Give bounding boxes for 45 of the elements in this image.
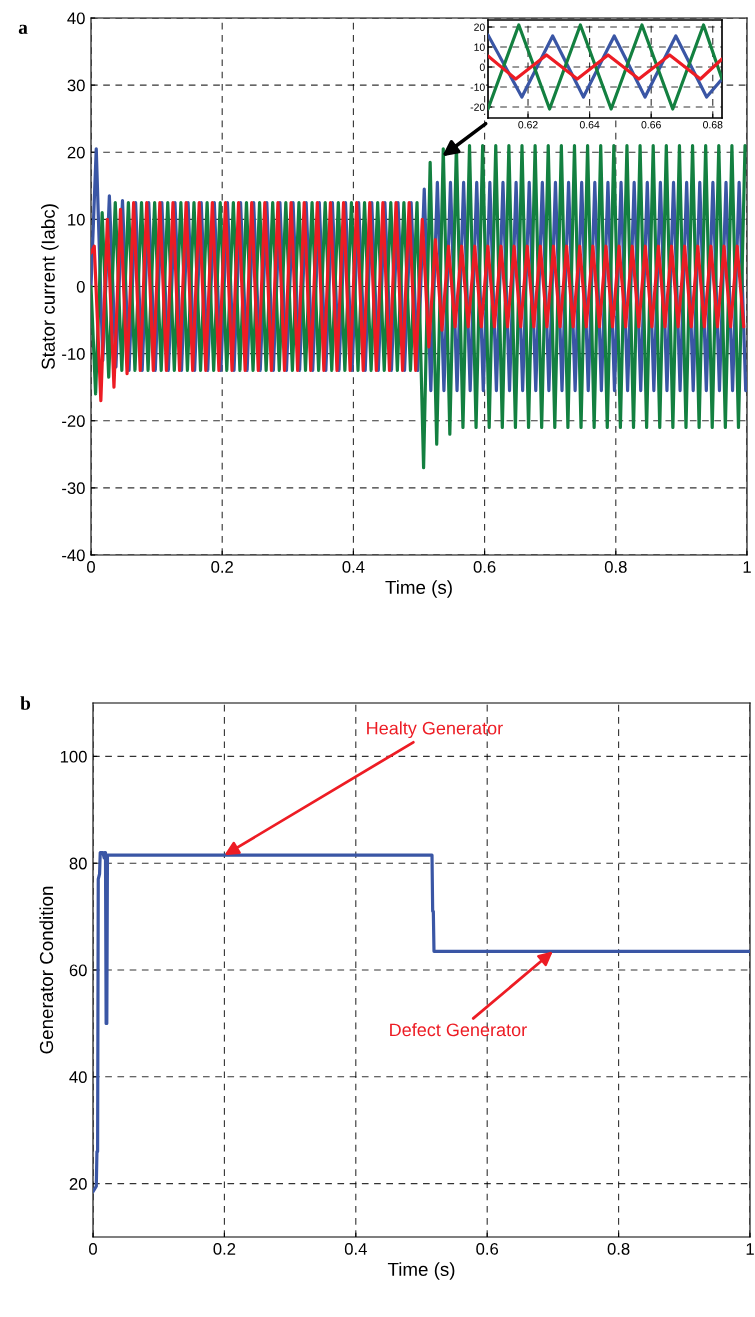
x-tick-label: 0.64 xyxy=(579,121,600,129)
x-tick-label: 1 xyxy=(743,561,751,573)
x-tick-label: 0.8 xyxy=(607,1243,630,1255)
y-tick-label: 20 xyxy=(474,23,485,31)
y-tick-label: 10 xyxy=(68,213,85,226)
x-tick-label: 0.62 xyxy=(518,121,538,129)
y-tick-label: 0 xyxy=(76,280,85,293)
y-tick-label: -20 xyxy=(62,415,85,427)
y-tick-label: 80 xyxy=(69,857,87,870)
chart-title: a xyxy=(18,24,28,35)
x-tick-label: 0.8 xyxy=(604,561,627,573)
y-tick-label: 40 xyxy=(69,1071,87,1083)
x-tick-label: 0 xyxy=(89,1243,97,1255)
y-tick-label: 60 xyxy=(69,964,87,977)
x-tick-label: 0.2 xyxy=(213,1243,236,1255)
y-tick-label: -40 xyxy=(62,549,85,562)
y-axis-title: Stator current (Iabc) xyxy=(41,204,59,369)
y-tick-label: 20 xyxy=(69,1178,87,1190)
y-tick-label: 40 xyxy=(67,12,85,25)
x-tick-label: 0.6 xyxy=(476,1243,499,1255)
y-tick-label: 10 xyxy=(474,43,485,51)
x-tick-label: 0.4 xyxy=(342,561,365,573)
chart-title: b xyxy=(20,696,31,710)
x-tick-label: 0.2 xyxy=(211,561,233,573)
line-series xyxy=(93,850,750,1194)
y-tick-label: 20 xyxy=(67,146,85,159)
y-axis-title: Generator Condition xyxy=(39,886,54,1054)
x-axis-title: Time (s) xyxy=(385,580,452,598)
annotation: Healty Generator xyxy=(367,721,503,739)
y-tick-label: -10 xyxy=(62,348,85,360)
x-tick-label: 0.6 xyxy=(473,561,496,573)
y-tick-label: -20 xyxy=(470,103,485,111)
x-tick-label: 0 xyxy=(87,561,95,573)
x-tick-label: 0.4 xyxy=(344,1243,367,1255)
annotation: Defect Generator xyxy=(390,1023,527,1037)
y-tick-label: -30 xyxy=(62,482,85,495)
x-axis-title: Time (s) xyxy=(387,1262,455,1280)
y-tick-label: 0 xyxy=(479,63,485,71)
y-tick-label: 30 xyxy=(67,79,85,92)
x-tick-label: 0.66 xyxy=(641,121,661,129)
x-tick-label: 1 xyxy=(746,1243,754,1255)
y-tick-label: -10 xyxy=(470,83,485,91)
x-tick-label: 0.68 xyxy=(703,121,723,129)
y-tick-label: 100 xyxy=(60,750,87,763)
line-series xyxy=(91,200,746,403)
